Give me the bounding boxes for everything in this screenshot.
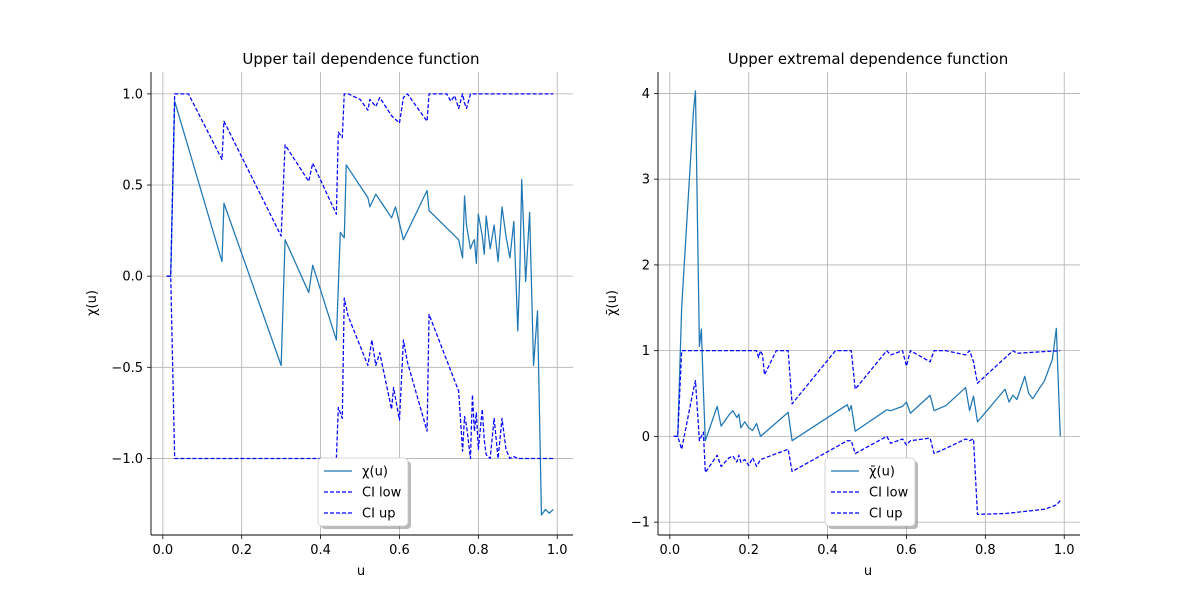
y-tick-label: −1 xyxy=(631,516,650,531)
x-tick-label: 1.0 xyxy=(1054,543,1075,558)
x-axis-label: u xyxy=(357,564,365,579)
y-tick-label: 1.0 xyxy=(122,87,143,102)
y-axis-label: χ(u) xyxy=(85,290,100,316)
x-tick-label: 0.8 xyxy=(468,543,489,558)
x-tick-label: 0.6 xyxy=(896,543,917,558)
y-axis-label: χ̄(u) xyxy=(605,290,620,316)
panel-left-tail-dependence: Upper tail dependence function u χ(u) 0.… xyxy=(85,50,573,579)
legend-label: CI low xyxy=(362,486,402,501)
series-line-estimate xyxy=(673,90,1061,442)
x-tick-label: 0.0 xyxy=(152,543,173,558)
series-line-ci-low xyxy=(673,380,1061,516)
y-tick-label: 0.0 xyxy=(122,270,143,285)
x-tick-label: 0.4 xyxy=(310,543,331,558)
legend-box xyxy=(824,457,916,527)
y-tick-label: 0 xyxy=(642,430,650,445)
x-tick-label: 1.0 xyxy=(547,543,568,558)
x-tick-label: 0.6 xyxy=(389,543,410,558)
x-tick-label: 0.2 xyxy=(231,543,252,558)
y-tick-label: 4 xyxy=(642,87,650,102)
y-tick-label: −0.5 xyxy=(111,361,143,376)
panel-right-extremal-dependence: Upper extremal dependence function u χ̄(… xyxy=(605,50,1080,579)
y-tick-label: −1.0 xyxy=(111,452,143,467)
series-line-ci-up xyxy=(166,93,554,277)
legend-label: CI up xyxy=(869,507,903,522)
chart-title: Upper tail dependence function xyxy=(242,50,479,68)
legend-box xyxy=(317,457,409,527)
legend-label: χ(u) xyxy=(362,465,388,480)
x-tick-label: 0.0 xyxy=(659,543,680,558)
series-line-ci-low xyxy=(166,275,554,460)
y-tick-label: 3 xyxy=(642,173,650,188)
legend: χ(u) CI low CI up xyxy=(317,457,411,529)
x-axis-label: u xyxy=(864,564,872,579)
series-line-estimate xyxy=(166,100,554,516)
legend-label: CI up xyxy=(362,507,396,522)
chart-title: Upper extremal dependence function xyxy=(728,50,1009,68)
y-tick-label: 0.5 xyxy=(122,179,143,194)
x-tick-label: 0.4 xyxy=(817,543,838,558)
legend-label: χ̄(u) xyxy=(869,465,895,480)
legend-label: CI low xyxy=(869,486,909,501)
legend: χ̄(u) CI low CI up xyxy=(824,457,918,529)
y-tick-label: 2 xyxy=(642,258,650,273)
x-tick-label: 0.8 xyxy=(975,543,996,558)
series-line-ci-up xyxy=(673,350,1061,438)
y-tick-label: 1 xyxy=(642,344,650,359)
x-tick-label: 0.2 xyxy=(738,543,759,558)
